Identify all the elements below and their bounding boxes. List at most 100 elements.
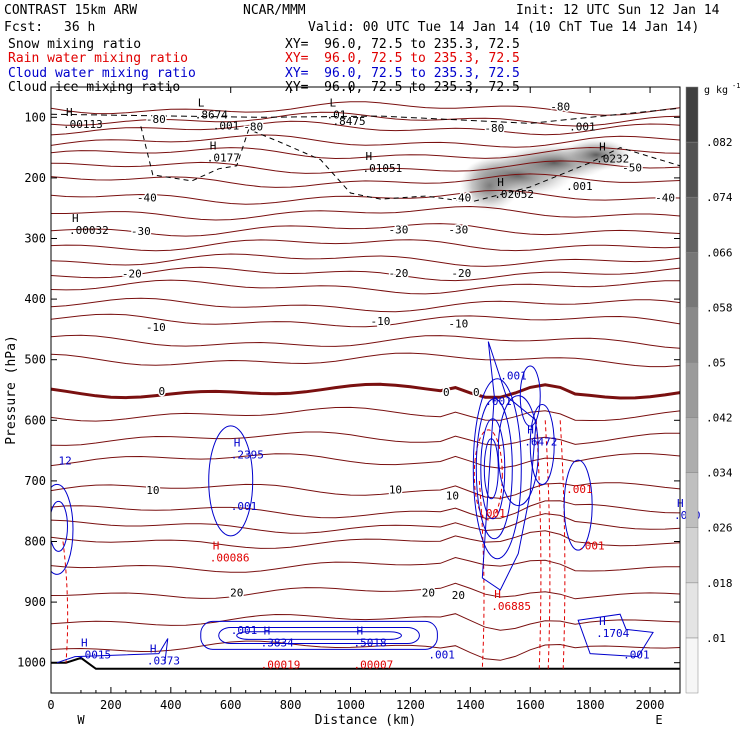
temperature-contour-label: 0 [159, 385, 166, 398]
extrema-marker: H [264, 624, 271, 637]
extrema-value-label: .001 [566, 180, 593, 193]
snow-shading [561, 138, 632, 171]
extrema-value-label: .001 [231, 500, 258, 513]
valid-time: Valid: 00 UTC Tue 14 Jan 14 (10 ChT Tue … [308, 20, 700, 35]
temperature-contour [51, 101, 680, 116]
colorbar-segment [685, 252, 699, 308]
temperature-contour-label: -30 [389, 223, 409, 236]
temperature-contour-label: -40 [655, 191, 675, 204]
x-tick-label: 600 [220, 698, 242, 712]
extrema-value-label: .00032 [69, 224, 109, 237]
y-tick-label: 200 [24, 171, 46, 185]
cloud-water-contour [529, 404, 555, 486]
y-tick-label: 600 [24, 413, 46, 427]
colorbar-label: .026 [706, 522, 733, 535]
temperature-contour [51, 431, 680, 446]
extrema-value-label: .01 [327, 108, 347, 121]
east-label: E [655, 713, 662, 727]
colorbar-label: .058 [706, 301, 733, 314]
temperature-contour-label: -50 [622, 162, 642, 175]
cloud-water-contour [51, 500, 68, 552]
extrema-value-label: .1704 [596, 627, 629, 640]
forecast-hours: 36 h [64, 20, 96, 35]
temperature-contour-label: 20 [230, 586, 243, 599]
x-tick-label: 1800 [576, 698, 605, 712]
colorbar-segment [685, 582, 699, 639]
temperature-contour [51, 253, 680, 267]
cloud-water-contour [236, 631, 402, 640]
colorbar-label: .042 [706, 412, 733, 425]
temperature-contour [51, 239, 680, 252]
y-axis-label: Pressure (hPa) [4, 335, 19, 445]
x-tick-label: 2000 [636, 698, 665, 712]
extrema-value-label: .001 [428, 648, 455, 661]
x-tick-label: 800 [280, 698, 302, 712]
temperature-contour-label: 10 [446, 489, 459, 502]
temperature-contour [51, 223, 680, 237]
temperature-contour [51, 146, 680, 160]
extrema-marker: H [210, 139, 217, 152]
center-name: NCAR/MMM [243, 3, 306, 18]
colorbar-segment [685, 141, 699, 198]
ground-line [51, 656, 680, 670]
cloud-water-contour [200, 620, 438, 650]
colorbar-label: .074 [706, 191, 733, 204]
extrema-marker: H [213, 539, 220, 552]
temperature-contour [51, 500, 680, 519]
temperature-contour [51, 279, 680, 295]
rain-contour [62, 541, 69, 663]
cloud-water-contour [577, 613, 654, 658]
extrema-value-label: .3834 [261, 636, 294, 649]
field-rain-name: Rain water mixing ratio [8, 51, 189, 66]
colorbar-segment [685, 307, 699, 363]
temperature-contour-label: -40 [137, 191, 157, 204]
x-tick-label: 400 [160, 698, 182, 712]
model-title: CONTRAST 15km ARW [4, 3, 138, 18]
temperature-contour-label: -80 [484, 122, 504, 135]
temperature-contour [51, 382, 680, 400]
extrema-value-label: .8475 [333, 115, 366, 128]
x-tick-label: 0 [47, 698, 54, 712]
extrema-value-label: .001 [578, 539, 605, 552]
temperature-contour [51, 482, 680, 499]
extrema-value-label: .01051 [363, 162, 403, 175]
cloud-water-contour [497, 395, 539, 507]
colorbar-label: .034 [706, 467, 733, 480]
temperature-contour-label: -10 [448, 317, 468, 330]
field-snow-xy: XY= 96.0, 72.5 to 235.3, 72.5 [285, 37, 520, 52]
extrema-marker: H [234, 436, 241, 449]
temperature-contour [51, 334, 680, 349]
extrema-marker: H [497, 176, 504, 189]
extrema-value-label: .5018 [354, 636, 387, 649]
temperature-contour-label: 0 [473, 386, 480, 399]
extrema-value-label: .2395 [231, 448, 264, 461]
extrema-value-label: .001 [479, 507, 506, 520]
extrema-value-label: .0232 [596, 153, 629, 166]
x-tick-label: 200 [100, 698, 122, 712]
colorbar-label: .066 [706, 246, 733, 259]
temperature-contour-label: -30 [131, 225, 151, 238]
temperature-contour [51, 189, 680, 205]
y-tick-label: 700 [24, 474, 46, 488]
temperature-contour-label: -30 [448, 223, 468, 236]
x-tick-label: 1600 [516, 698, 545, 712]
cloud-water-contour [218, 626, 420, 644]
extrema-value-label: 12 [58, 454, 71, 467]
temperature-contour [51, 134, 680, 148]
extrema-value-label: .00007 [354, 659, 394, 672]
temperature-contour [51, 582, 680, 600]
y-tick-label: 900 [24, 595, 46, 609]
colorbar-label: .05 [706, 356, 726, 369]
temperature-contour-label: -80 [243, 120, 263, 133]
colorbar-segment [685, 362, 699, 418]
extrema-marker: H [66, 106, 73, 119]
temperature-contour [51, 111, 680, 127]
x-tick-label: 1200 [396, 698, 425, 712]
cloud-water-contour [51, 483, 74, 575]
west-label: W [77, 713, 85, 727]
cloud-water-contour [519, 365, 541, 427]
init-time: Init: 12 UTC Sun 12 Jan 14 [516, 3, 720, 18]
colorbar-label: .01 [706, 632, 726, 645]
temperature-contour [51, 266, 680, 282]
